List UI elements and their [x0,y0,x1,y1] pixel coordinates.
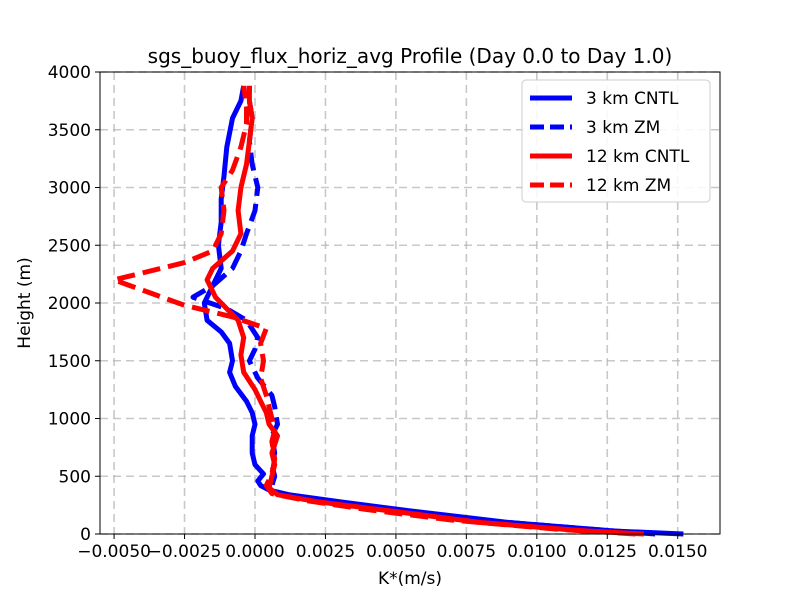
y-tick-label: 0 [80,525,91,545]
chart-title: sgs_buoy_flux_horiz_avg Profile (Day 0.0… [148,44,673,68]
x-axis: −0.0050−0.0025 0.0000 0.0025 0.0050 0.0075 0.… [77,534,707,562]
legend-label: 12 km CNTL [586,147,690,167]
series-layer [111,85,684,537]
y-tick-label: 1500 [48,352,91,372]
y-tick-label: 1000 [48,410,91,430]
y-axis-label: Height (m) [15,257,35,348]
x-tick-label: −0.0050 [77,542,151,562]
y-axis: 0 500 1000 1500 2000 2500 3000 3500 4000 [48,63,100,545]
legend-label: 12 km ZM [586,176,671,196]
y-tick-label: 2000 [48,294,91,314]
series-line-12-km-zm [111,85,636,537]
x-tick-label: −0.0025 [148,542,222,562]
x-tick-label: 0.0075 [437,542,496,562]
y-tick-label: 3500 [48,121,91,141]
legend-label: 3 km ZM [586,118,660,138]
series-line-12-km-cntl [204,85,645,537]
x-tick-label: 0.0150 [648,542,707,562]
legend: 3 km CNTL 3 km ZM 12 km CNTL 12 km ZM [521,79,711,203]
x-tick-label: 0.0125 [578,542,637,562]
legend-box [521,79,711,203]
y-tick-label: 500 [59,467,91,487]
x-tick-label: 0.0000 [225,542,284,562]
y-tick-label: 2500 [48,236,91,256]
x-axis-label: K*(m/s) [378,569,442,589]
x-tick-label: 0.0025 [296,542,355,562]
y-tick-label: 4000 [48,63,91,83]
x-tick-label: 0.0100 [507,542,566,562]
y-tick-label: 3000 [48,179,91,199]
x-tick-label: 0.0050 [366,542,425,562]
legend-label: 3 km CNTL [586,89,679,109]
